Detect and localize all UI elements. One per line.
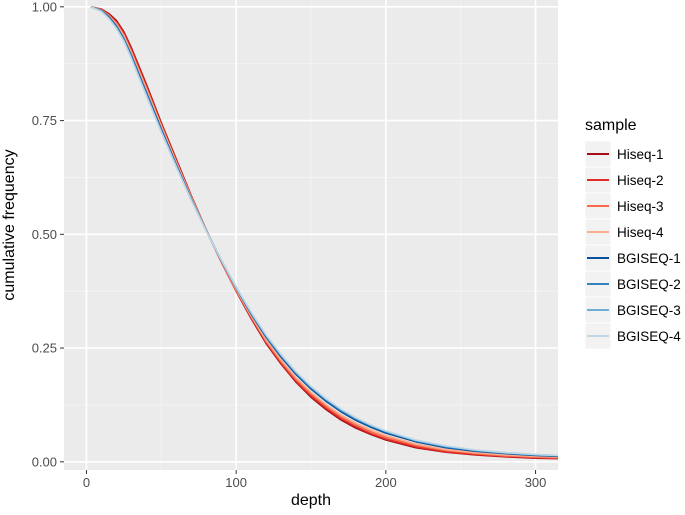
legend-label-bgiseq-3: BGISEQ-3 [617,303,681,318]
x-tick-label: 200 [375,475,397,490]
x-tick-label: 100 [225,475,247,490]
y-tick-label: 1.00 [32,0,57,14]
legend: sample Hiseq-1 Hiseq-2 Hiseq-3 Hiseq-4 BGISE… [584,117,681,350]
y-tick-label: 0.50 [32,227,57,242]
legend-label-hiseq-3: Hiseq-3 [617,199,664,214]
legend-label-bgiseq-1: BGISEQ-1 [617,251,681,266]
x-axis: 0 100 200 300 [83,470,547,490]
legend-label-bgiseq-4: BGISEQ-4 [617,329,681,344]
y-tick-label: 0.75 [32,113,57,128]
legend-title: sample [585,117,637,134]
legend-label-hiseq-1: Hiseq-1 [617,147,664,162]
x-tick-label: 0 [83,475,90,490]
y-axis-title: cumulative frequency [1,149,18,300]
series-line-bgiseq-4 [90,6,559,457]
y-tick-label: 0.00 [32,454,57,469]
major-gridlines [64,0,558,470]
series-lines [90,6,559,460]
x-axis-title: depth [291,492,331,509]
series-line-hiseq-4 [90,6,559,458]
legend-label-hiseq-2: Hiseq-2 [617,173,664,188]
x-tick-label: 300 [525,475,547,490]
y-tick-label: 0.25 [32,341,57,356]
legend-label-hiseq-4: Hiseq-4 [617,225,664,240]
y-axis: 0.00 0.25 0.50 0.75 1.00 [32,0,64,469]
legend-label-bgiseq-2: BGISEQ-2 [617,277,681,292]
